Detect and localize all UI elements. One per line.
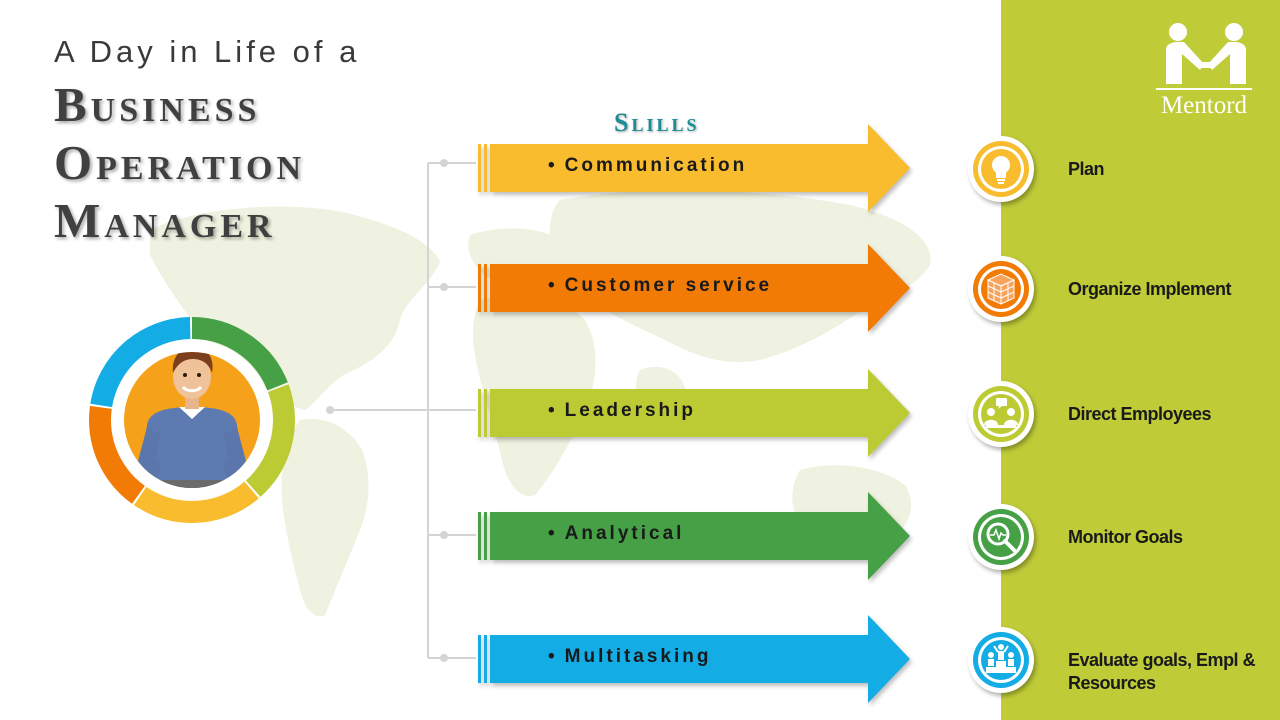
skill-arrow-customer-service: • Customer service [478,242,912,334]
logo-divider [1156,88,1252,90]
mentord-logo: Mentord [1148,20,1260,124]
arrow-shape [478,492,910,580]
right-panel [1001,0,1280,720]
arrow-shape [478,615,910,703]
skill-arrow-analytical: • Analytical [478,490,912,582]
connector-lines [326,159,476,662]
lightbulb-icon [966,134,1036,204]
skill-label: • Customer service [548,275,773,296]
step-label-evaluate: Evaluate goals, Empl & Resources [1068,650,1256,693]
skill-label: • Multitasking [548,646,712,667]
step-label-organize: Organize Implement [1068,279,1232,299]
arrow-shape [478,369,910,457]
skills-heading: Slills [614,108,700,137]
skill-label: • Analytical [548,523,685,544]
skill-arrow-communication: • Communication [478,122,912,214]
title-line-4: Manager [54,193,276,248]
skill-label: • Communication [548,155,748,176]
skill-arrow-leadership: • Leadership [478,367,912,459]
step-label-monitor: Monitor Goals [1068,527,1183,547]
handshake-icon [1166,23,1246,84]
businessman-icon [87,315,297,525]
logo-text: Mentord [1160,92,1248,119]
skill-label: • Leadership [548,400,697,421]
arrow-shape [478,124,910,212]
podium-icon [966,625,1036,695]
skill-arrow-multitasking: • Multitasking [478,613,912,705]
arrow-shape [478,244,910,332]
meeting-icon [966,379,1036,449]
step-label-plan: Plan [1068,159,1105,179]
step-label-direct: Direct Employees [1068,404,1212,424]
magnifier-pulse-icon [966,502,1036,572]
title-line-1: A Day in Life of a [54,34,361,69]
title-line-2: Business [54,77,261,132]
bricks-icon [966,254,1036,324]
title-line-3: Operation [54,135,306,190]
